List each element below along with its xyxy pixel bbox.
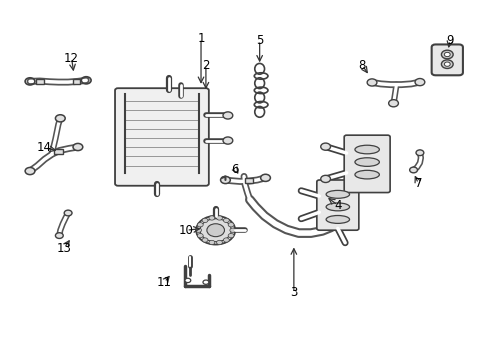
Text: 3: 3 [290,287,297,300]
Circle shape [196,216,235,244]
Circle shape [441,50,453,59]
Circle shape [185,278,191,283]
Circle shape [410,167,417,173]
Circle shape [228,234,234,238]
Ellipse shape [355,158,379,166]
Text: 1: 1 [197,32,205,45]
Ellipse shape [355,145,379,154]
Bar [54,149,63,154]
Text: 7: 7 [415,177,422,190]
Circle shape [25,167,35,175]
Circle shape [197,222,203,227]
Circle shape [441,60,453,68]
FancyBboxPatch shape [344,135,390,193]
Circle shape [202,238,208,242]
Circle shape [64,210,72,216]
Circle shape [202,218,208,222]
Bar [73,79,80,84]
Circle shape [200,219,231,242]
Circle shape [197,234,203,238]
Circle shape [444,52,450,57]
Text: 11: 11 [157,276,172,289]
Circle shape [220,176,230,184]
FancyBboxPatch shape [317,180,359,230]
Circle shape [444,62,450,66]
Ellipse shape [326,203,349,211]
Ellipse shape [326,190,349,198]
FancyBboxPatch shape [115,88,209,186]
Circle shape [196,228,201,232]
Circle shape [367,79,377,86]
Circle shape [223,218,229,222]
Circle shape [223,112,233,119]
Ellipse shape [326,216,349,224]
Circle shape [73,143,83,150]
Bar [245,178,253,183]
Ellipse shape [355,170,379,179]
Circle shape [321,143,331,150]
Text: 8: 8 [359,59,366,72]
Circle shape [228,222,234,227]
Circle shape [389,100,398,107]
Circle shape [55,115,65,122]
Circle shape [209,240,215,244]
Circle shape [223,238,229,242]
Text: 4: 4 [334,199,342,212]
Bar [36,79,44,84]
Circle shape [203,280,209,284]
Text: 9: 9 [446,33,454,47]
Circle shape [223,137,233,144]
FancyBboxPatch shape [432,44,463,75]
Circle shape [415,78,425,86]
Text: 5: 5 [256,33,263,47]
Circle shape [217,216,222,220]
Text: 10: 10 [179,224,194,237]
Text: 14: 14 [37,141,52,154]
Circle shape [261,174,270,181]
Circle shape [217,240,222,244]
Circle shape [55,233,63,238]
Circle shape [207,224,224,237]
Text: 12: 12 [64,51,79,64]
Circle shape [209,216,215,220]
Circle shape [416,150,424,156]
Text: 2: 2 [202,59,210,72]
Circle shape [230,228,236,232]
Text: 13: 13 [57,242,72,255]
Circle shape [321,175,331,183]
Text: 6: 6 [231,163,239,176]
